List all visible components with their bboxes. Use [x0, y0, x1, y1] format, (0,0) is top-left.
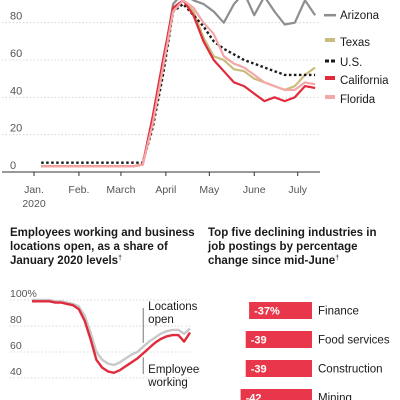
series-label-employees-working: working	[147, 377, 188, 389]
legend-swatch-florida	[325, 95, 335, 99]
series-label-locations-open: open	[148, 314, 174, 326]
bar-finance	[249, 302, 312, 319]
series-line-california	[41, 0, 316, 168]
series-label-locations-open: Locations	[148, 301, 197, 313]
x-tick-label: June	[243, 184, 266, 196]
x-tick-label: Jan.	[24, 184, 44, 196]
bar-category-label: Construction	[318, 364, 383, 376]
top-line-chart: 0 20 40 60 80 Jan. 2020 Feb. March April May June J…	[2, 0, 389, 210]
series-line-texas	[41, 0, 316, 168]
y-tick-label: 0	[10, 160, 16, 172]
series-label-employees-working: Employees	[148, 364, 200, 376]
series-line-employees-working	[32, 300, 192, 375]
bar-value-label: -42	[246, 393, 262, 400]
x-tick-label: April	[155, 184, 176, 196]
legend-swatch-u-s-dot	[325, 59, 329, 63]
bar-category-label: Mining	[318, 393, 352, 400]
legend-label-california: California	[340, 75, 389, 87]
legend-label-texas: Texas	[340, 37, 370, 49]
x-tick-label: May	[199, 184, 220, 196]
bar-category-label: Food services	[318, 335, 390, 347]
bottom-right-bar-chart: -37% Finance -39 Food services -39 Constructi…	[240, 302, 390, 400]
bar-construction	[245, 360, 312, 377]
bar-value-label: -39	[251, 364, 267, 376]
y-tick-label: 100%	[10, 288, 37, 300]
legend-label-u-s: U.S.	[340, 57, 362, 69]
y-tick-label: 60	[10, 340, 22, 352]
bar-category-label: Finance	[318, 306, 359, 318]
x-tick-sublabel: 2020	[22, 198, 46, 210]
bar-food-services	[245, 331, 312, 348]
left-chart-title: Employees working and business locations…	[10, 227, 195, 267]
series-line-florida	[41, 0, 316, 168]
y-tick-label: 60	[10, 48, 22, 60]
series-line-locations-open	[32, 298, 191, 367]
x-tick-label: July	[288, 184, 307, 196]
series-line-arizona	[41, 0, 317, 168]
x-tick-label: Feb.	[68, 184, 89, 196]
right-chart-title: Top five declining industries in job pos…	[208, 227, 377, 267]
legend-swatch-u-s-dot	[331, 59, 335, 63]
y-tick-label: 40	[10, 85, 22, 97]
y-tick-label: 20	[10, 123, 22, 135]
bar-mining	[240, 389, 312, 400]
series-line-u-s	[41, 2, 316, 164]
y-tick-label: 80	[10, 314, 22, 326]
legend-label-florida: Florida	[340, 94, 376, 106]
bar-value-label: -39	[251, 335, 267, 347]
legend-label-arizona: Arizona	[340, 10, 380, 22]
x-tick-label: March	[106, 184, 135, 196]
y-tick-label: 80	[10, 11, 22, 23]
y-tick-label: 40	[10, 366, 22, 378]
legend-swatch-california	[325, 76, 335, 80]
legend-swatch-texas	[325, 38, 335, 42]
bar-value-label: -37%	[254, 306, 280, 318]
